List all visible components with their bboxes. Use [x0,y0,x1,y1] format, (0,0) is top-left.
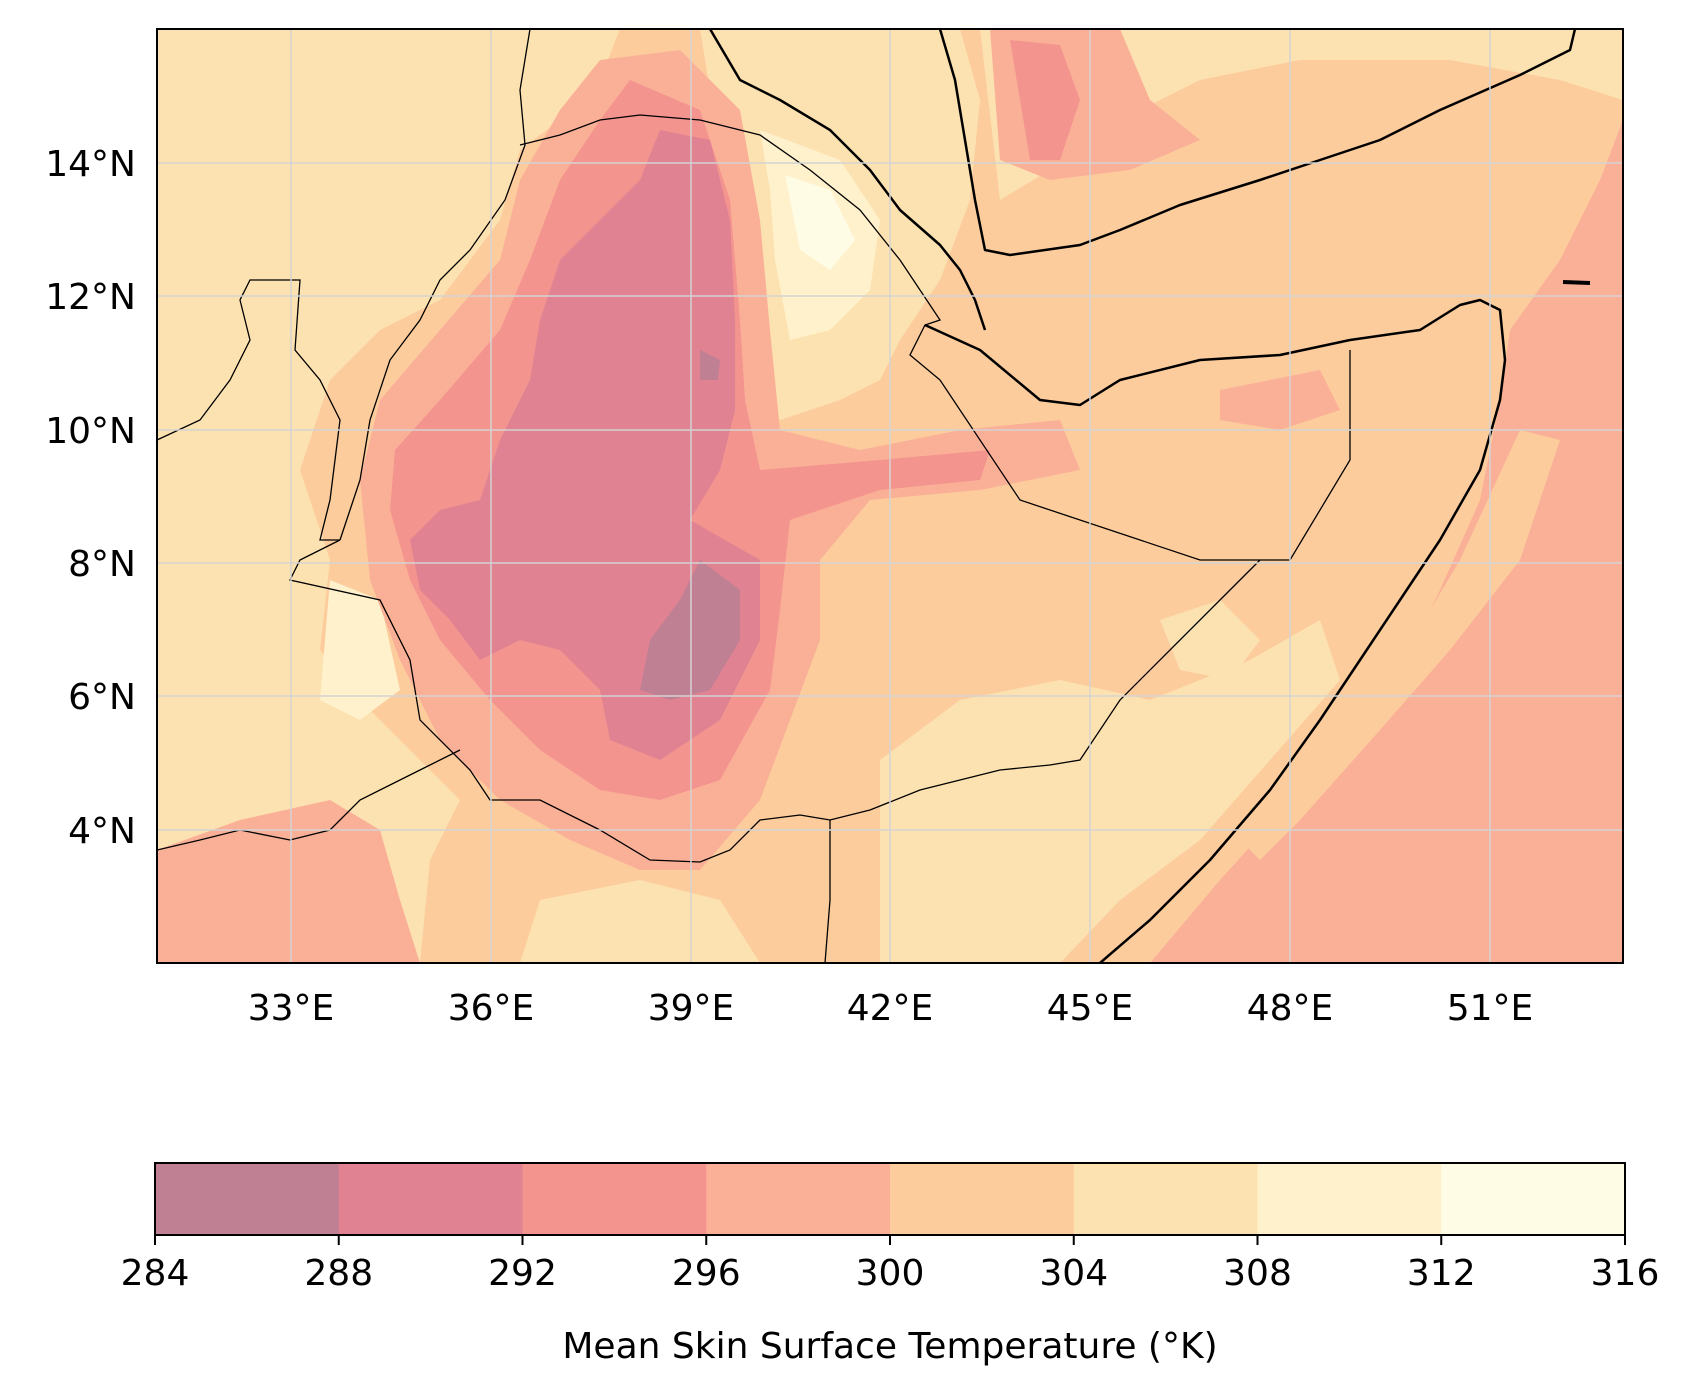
gridlines [157,29,1623,963]
lat-tick-label: 8°N [68,544,136,585]
coastline-red-sea-west [708,29,987,331]
border-uganda-kenya [157,749,461,851]
colorbar-swatch [155,1163,340,1235]
colorbar-swatch [706,1163,891,1235]
lon-tick-label: 51°E [1447,988,1534,1029]
colorbar-tick-label: 284 [121,1253,190,1294]
lon-tick-labels: 33°E 36°E 39°E 42°E 45°E 48°E 51°E [248,988,1534,1029]
colorbar-swatch [522,1163,707,1235]
coastline-socotra [1562,280,1591,285]
contour-296-300-southwest [157,800,420,963]
border-sudan-south-sudan [157,279,341,541]
contour-284-288-north [700,350,720,380]
contour-304-308-west [157,29,620,963]
colorbar-swatches [155,1163,1626,1235]
contour-296-300-ocean [1150,120,1623,963]
border-kenya-ethiopia [824,820,831,963]
colorbar-tick-label: 316 [1591,1253,1660,1294]
border-ethiopia-somalia [939,350,1351,561]
map-panel [157,29,1623,963]
contour-284-288-highlands [640,560,740,700]
contour-304-308-arabia [980,29,1623,200]
contour-308-312-west [320,580,400,720]
colorbar-swatch [890,1163,1075,1235]
lon-tick-label: 42°E [847,988,934,1029]
lat-tick-label: 10°N [45,411,136,452]
colorbar-tick-label: 296 [672,1253,741,1294]
contour-304-308-somalia [880,620,1340,963]
colorbar-tick-label: 300 [856,1253,925,1294]
lon-tick-label: 45°E [1047,988,1134,1029]
colorbar-tick-label: 292 [488,1253,557,1294]
border-kenya-somalia [869,559,1261,811]
lat-tick-label: 4°N [68,811,136,852]
colorbar-swatch [338,1163,523,1235]
coastline-arabia [938,29,1577,257]
lat-tick-label: 14°N [45,144,136,185]
colorbar-tick-label: 308 [1223,1253,1292,1294]
colorbar-tick-label: 312 [1407,1253,1476,1294]
coastlines [708,29,1591,963]
border-eritrea-ethiopia [519,114,901,261]
border-south-sudan-ethiopia [289,539,871,863]
contour-304-308-ogaden [1160,600,1260,680]
contour-296-300-north-somalia [1220,370,1340,430]
country-borders [157,29,1351,963]
coastline-gulf-of-aden-south [924,298,1507,963]
map-frame [156,28,1624,964]
lat-tick-label: 12°N [45,277,136,318]
colorbar-ticks: 284 288 292 296 300 304 308 312 316 [121,1235,1660,1294]
colorbar-swatch [1441,1163,1626,1235]
colorbar-tick-label: 288 [304,1253,373,1294]
contour-312-316-afar [785,175,855,270]
border-sudan-ethiopia [339,29,531,541]
colorbar: 284 288 292 296 300 304 308 312 316 Mean Skin Su… [121,1162,1660,1367]
lon-tick-label: 39°E [648,988,735,1029]
contour-288-292-highlands [410,130,760,760]
lon-tick-label: 48°E [1247,988,1334,1029]
contour-292-296-yemen [1010,40,1080,160]
lon-tick-label: 36°E [448,988,535,1029]
colorbar-tick-label: 304 [1039,1253,1108,1294]
border-djibouti [899,259,942,381]
contour-300-304-ocean-strip [1240,430,1560,860]
colorbar-swatch [1073,1163,1258,1235]
lat-tick-label: 6°N [68,677,136,718]
lat-tick-labels: 14°N 12°N 10°N 8°N 6°N 4°N [45,144,136,852]
colorbar-swatch [1257,1163,1442,1235]
contour-304-308-kenya [520,880,760,963]
colorbar-label: Mean Skin Surface Temperature (°K) [562,1326,1217,1367]
lon-tick-label: 33°E [248,988,335,1029]
